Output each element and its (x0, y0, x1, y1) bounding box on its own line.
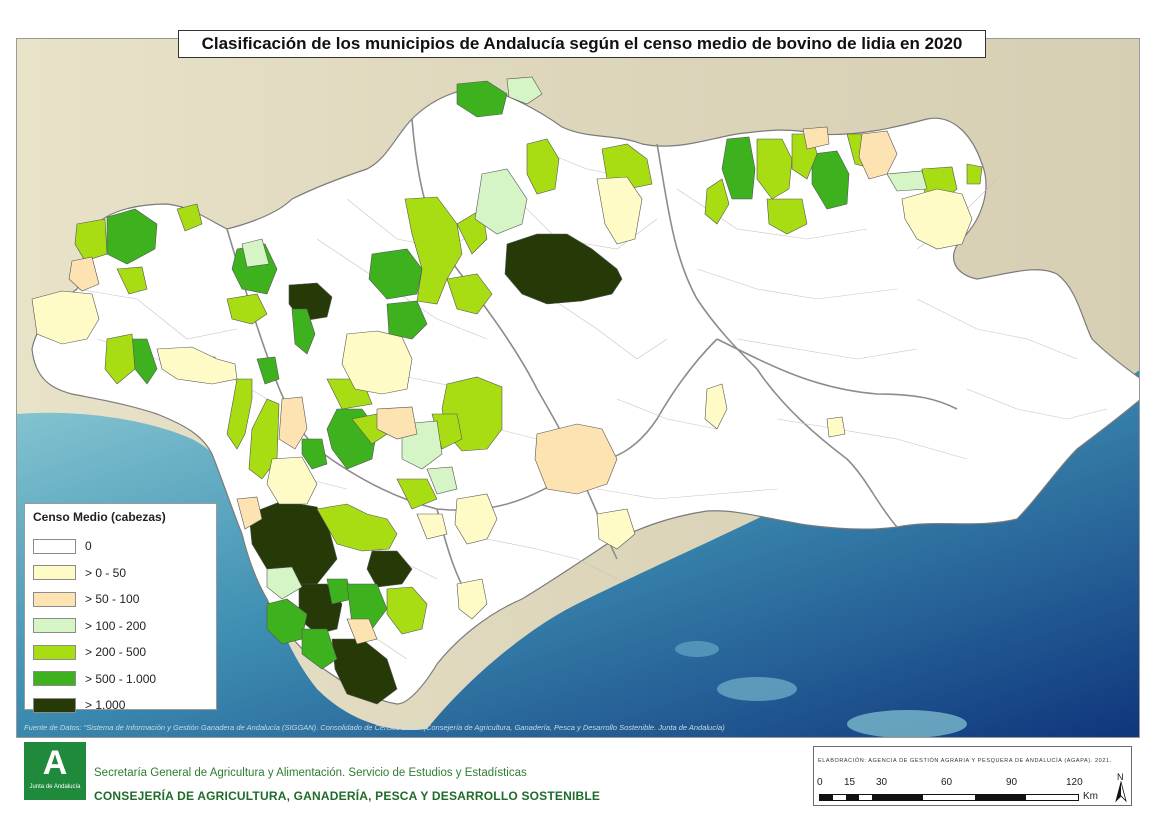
scale-tick: 30 (876, 777, 888, 788)
legend-title: Censo Medio (cabezas) (33, 510, 166, 524)
scale-tick: 0 (817, 777, 823, 788)
legend-item-100-200: > 100 - 200 (33, 613, 208, 640)
legend-swatch (33, 697, 76, 713)
legend-item-0-50: > 0 - 50 (33, 560, 208, 587)
junta-logo: A Junta de Andalucía (24, 742, 86, 800)
data-source-note: Fuente de Datos: "Sistema de Información… (24, 723, 725, 732)
scale-tick: 120 (1066, 777, 1083, 788)
secretaria-text: Secretaría General de Agricultura y Alim… (94, 767, 527, 779)
seamount (717, 677, 797, 701)
class-0-50 (31, 176, 973, 620)
legend-item-gt-1000: > 1.000 (33, 692, 208, 719)
north-label: N (1117, 772, 1124, 782)
legend-item-0: 0 (33, 533, 208, 560)
north-arrow-icon: N (1115, 772, 1127, 802)
legend-swatch (33, 591, 76, 607)
legend-swatch (33, 538, 76, 554)
legend-label: > 500 - 1.000 (85, 671, 157, 686)
scale-tick: 60 (941, 777, 953, 788)
legend-item-50-100: > 50 - 100 (33, 586, 208, 613)
seamount (847, 710, 967, 737)
legend-label: > 1.000 (85, 698, 126, 713)
class-50-100 (68, 126, 898, 645)
class-500-1000 (106, 80, 850, 670)
legend-swatch (33, 618, 76, 634)
legend-item-200-500: > 200 - 500 (33, 639, 208, 666)
legend-label: > 0 - 50 (85, 565, 127, 580)
seamount (675, 641, 719, 657)
scale-tick: 15 (844, 777, 856, 788)
scale-bar (819, 794, 1079, 801)
scale-unit: Km (1083, 791, 1098, 802)
legend-swatch (33, 565, 76, 581)
legend-label: > 100 - 200 (85, 618, 147, 633)
logo-letter: A (42, 744, 68, 782)
logo-text: Junta de Andalucía (29, 784, 81, 790)
legend-swatch (33, 644, 76, 660)
legend-label: > 50 - 100 (85, 592, 140, 607)
class-100-200 (241, 76, 928, 600)
legend-label: > 200 - 500 (85, 645, 147, 660)
scale-box: ELABORACIÓN: AGENCIA DE GESTIÓN AGRARIA … (813, 746, 1132, 806)
elaboracion-text: ELABORACIÓN: AGENCIA DE GESTIÓN AGRARIA … (818, 758, 1112, 764)
legend-label: 0 (85, 539, 92, 554)
scale-tick: 90 (1006, 777, 1018, 788)
legend-item-500-1000: > 500 - 1.000 (33, 666, 208, 693)
sea (17, 370, 1139, 737)
map-legend: Censo Medio (cabezas) 0 > 0 - 50 > 50 - … (24, 503, 217, 713)
map-title: Clasificación de los municipios de Andal… (178, 30, 986, 58)
legend-swatch (33, 671, 76, 687)
consejeria-text: CONSEJERÍA DE AGRICULTURA, GANADERÍA, PE… (94, 789, 601, 803)
